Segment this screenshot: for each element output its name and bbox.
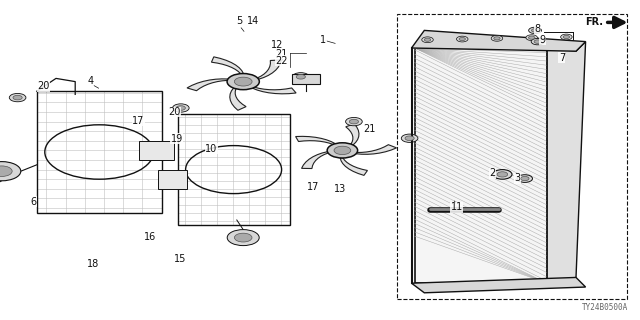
Text: 1: 1 [320,35,326,45]
Circle shape [296,75,305,79]
Circle shape [459,37,465,41]
Text: 10: 10 [205,144,218,154]
Circle shape [292,73,309,81]
Text: FR.: FR. [586,17,604,28]
Circle shape [526,35,538,41]
Text: 6: 6 [30,196,36,207]
Text: 11: 11 [451,202,463,212]
Text: 8: 8 [534,24,541,34]
Text: 12: 12 [271,40,284,50]
Polygon shape [412,277,586,293]
Circle shape [534,40,541,43]
Text: 21: 21 [275,49,288,59]
Circle shape [529,36,535,39]
Circle shape [0,162,20,181]
Circle shape [9,93,26,102]
Polygon shape [257,60,281,79]
Circle shape [13,95,22,100]
Circle shape [494,37,500,40]
Text: 4: 4 [88,76,94,86]
Text: 18: 18 [86,259,99,269]
Circle shape [456,36,468,42]
Circle shape [405,136,414,140]
Circle shape [227,230,259,246]
Bar [415,48,547,283]
Polygon shape [412,30,586,51]
Circle shape [327,143,358,158]
Polygon shape [211,57,243,74]
Circle shape [531,28,538,32]
Text: 9: 9 [540,35,546,45]
Polygon shape [296,136,335,144]
Text: 14: 14 [246,16,259,26]
Polygon shape [346,124,359,145]
Polygon shape [356,145,397,154]
Circle shape [349,119,358,124]
Circle shape [492,36,503,41]
Polygon shape [301,152,328,169]
Circle shape [517,175,532,182]
Circle shape [563,36,570,38]
Text: 21: 21 [364,124,376,134]
Circle shape [493,170,512,179]
Circle shape [234,233,252,242]
Polygon shape [230,88,246,110]
Circle shape [346,117,362,126]
Circle shape [497,172,508,177]
Text: 20: 20 [37,81,50,92]
Text: TY24B0500A: TY24B0500A [582,303,628,312]
Polygon shape [340,158,367,175]
Bar [36,91,162,213]
Circle shape [561,34,572,40]
Text: 15: 15 [174,253,187,264]
Text: 13: 13 [334,184,347,195]
Circle shape [422,37,433,43]
Text: 7: 7 [559,52,565,63]
Text: 16: 16 [144,232,157,243]
Text: 22: 22 [275,56,288,66]
Circle shape [529,27,541,34]
Circle shape [234,77,252,86]
Polygon shape [547,42,586,283]
Bar [177,115,289,225]
Text: 17: 17 [132,116,145,126]
Text: 20: 20 [168,107,180,117]
Circle shape [334,146,351,155]
Text: 17: 17 [307,182,320,192]
Bar [292,74,320,84]
Circle shape [531,38,544,45]
Text: 5: 5 [236,16,243,26]
Circle shape [173,104,189,112]
Bar [397,14,627,299]
Circle shape [176,106,186,110]
Circle shape [520,176,529,181]
Circle shape [227,74,259,90]
Text: 19: 19 [170,133,183,144]
Text: 2: 2 [490,168,496,179]
Polygon shape [253,87,296,94]
Circle shape [0,166,12,177]
Bar [158,170,187,189]
Polygon shape [187,79,228,91]
Bar [140,141,174,160]
Text: 3: 3 [514,173,520,183]
Circle shape [424,38,431,41]
Circle shape [401,134,418,142]
